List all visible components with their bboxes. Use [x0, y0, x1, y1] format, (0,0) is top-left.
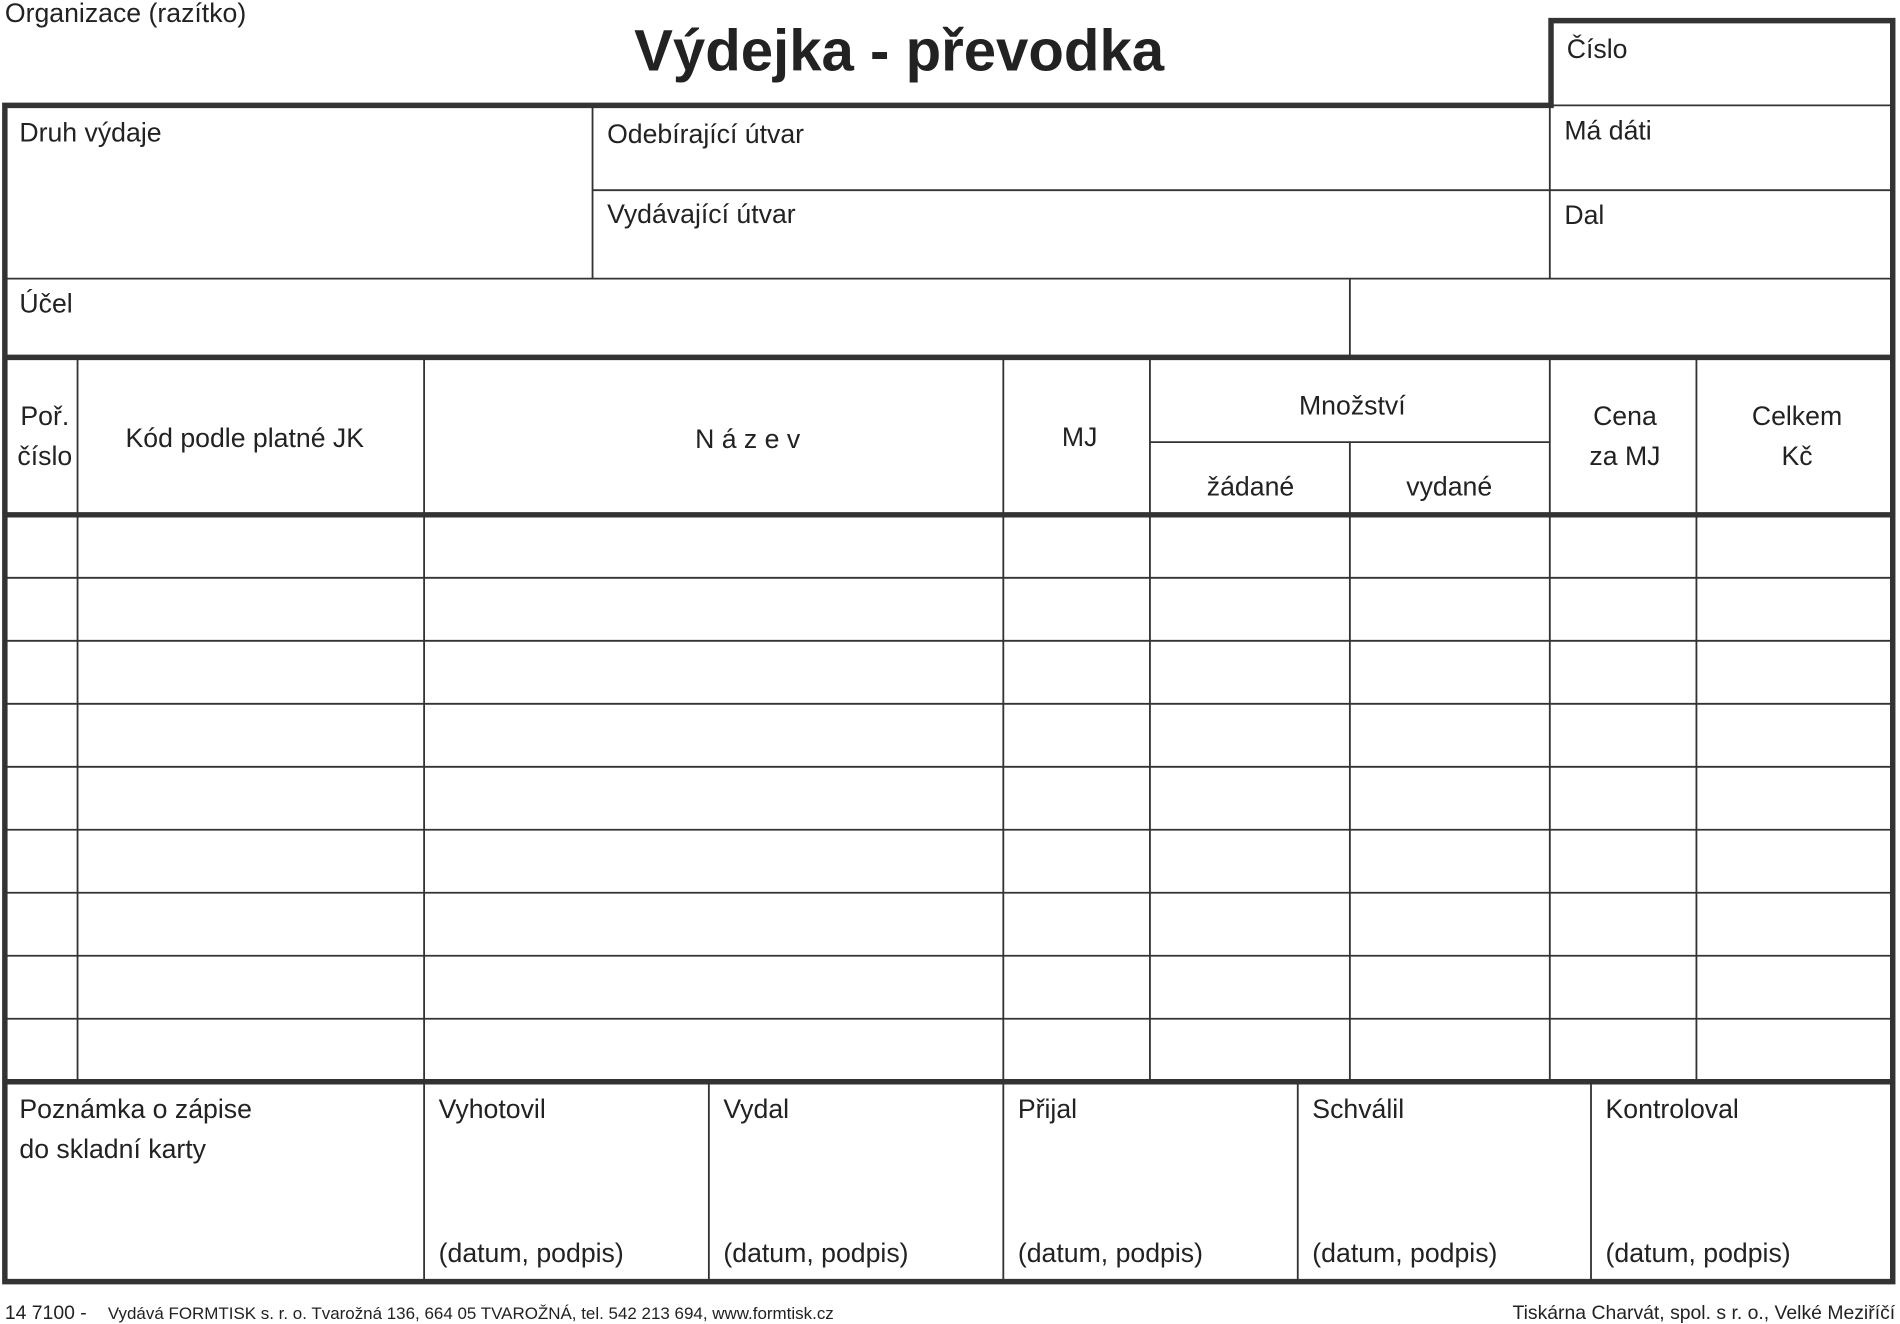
- column-header: MJ: [1062, 422, 1098, 452]
- column-header: Kč: [1781, 441, 1812, 471]
- field-label: Odebírající útvar: [607, 119, 804, 149]
- signature-hint: (datum, podpis): [1018, 1238, 1203, 1268]
- frame: [2, 17, 1896, 1285]
- title: Výdejka - převodka: [634, 18, 1165, 83]
- footer-printer: Tiskárna Charvát, spol. s r. o., Velké M…: [1512, 1302, 1895, 1324]
- column-header: žádané: [1207, 471, 1294, 501]
- signatures: Vyhotovil (datum, podpis) Vydal (datum, pod…: [439, 1094, 1791, 1268]
- column-header: Poř.: [20, 401, 69, 431]
- field-label: Má dáti: [1564, 115, 1651, 145]
- field-label: Dal: [1564, 200, 1604, 230]
- signature-hint: (datum, podpis): [723, 1238, 908, 1268]
- column-header: Množství: [1299, 390, 1406, 420]
- column-header: vydané: [1406, 471, 1492, 501]
- signature-hint: (datum, podpis): [439, 1238, 624, 1268]
- signature-label: Schválil: [1312, 1094, 1404, 1124]
- column-header: N á z e v: [695, 424, 801, 454]
- note-label: do skladní karty: [19, 1134, 206, 1164]
- column-header: číslo: [17, 441, 72, 471]
- note-label: Poznámka o zápise: [19, 1094, 252, 1124]
- column-header: Kód podle platné JK: [126, 423, 365, 453]
- field-label: Druh výdaje: [19, 118, 161, 148]
- signature-label: Přijal: [1018, 1094, 1077, 1124]
- field-label: Vydávající útvar: [607, 199, 796, 229]
- signature-hint: (datum, podpis): [1312, 1238, 1497, 1268]
- signature-label: Vyhotovil: [439, 1094, 546, 1124]
- signature-label: Vydal: [723, 1094, 789, 1124]
- column-header: Cena: [1593, 401, 1657, 431]
- footer-code: 14 7100 -: [5, 1302, 87, 1324]
- number-label: Číslo: [1567, 34, 1628, 64]
- form-lines: [2, 17, 1896, 1285]
- column-header: Celkem: [1752, 401, 1842, 431]
- footer-publisher: Vydává FORMTISK s. r. o. Tvarožná 136, 6…: [108, 1304, 834, 1323]
- signature-label: Kontroloval: [1606, 1094, 1739, 1124]
- column-header: za MJ: [1589, 441, 1660, 471]
- organization: Organizace (razítko): [5, 0, 246, 28]
- signature-hint: (datum, podpis): [1606, 1238, 1791, 1268]
- field-label: Účel: [19, 289, 72, 319]
